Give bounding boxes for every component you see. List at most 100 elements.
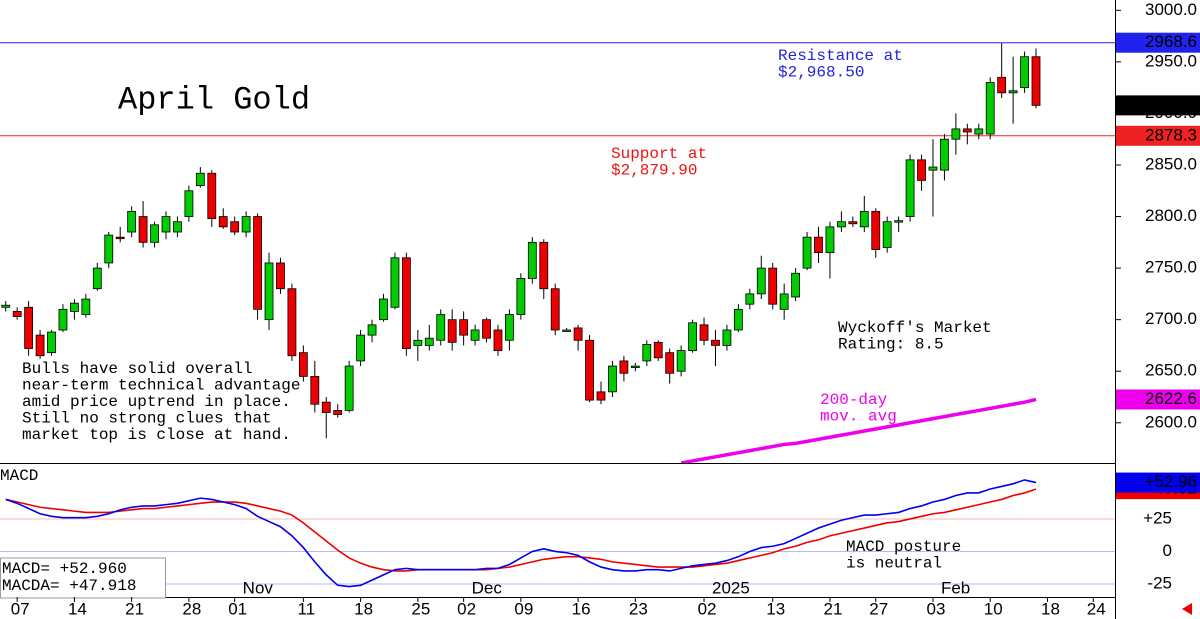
candle-body: [802, 236, 812, 269]
candle-body: [138, 216, 148, 243]
annotation: Still no strong clues that: [22, 410, 272, 428]
chart-title: April Gold: [118, 81, 310, 118]
x-tick-label: 10: [984, 599, 1003, 618]
candle-body: [447, 319, 457, 343]
candle-body: [436, 314, 446, 341]
x-tick-label: 01: [228, 599, 247, 618]
candle-body: [608, 365, 617, 393]
candle-body: [825, 226, 835, 254]
moving-average-label: 2622.6: [1145, 389, 1197, 408]
candle-body: [630, 365, 640, 368]
candle-body: [573, 327, 583, 341]
candle-body: [390, 257, 400, 308]
candle-body: [424, 337, 434, 346]
level-box: [1116, 125, 1200, 146]
level-label: 2968.6: [1145, 32, 1197, 51]
candle-body: [218, 216, 228, 228]
macd-tick-label: +25: [1143, 508, 1172, 527]
candle-body: [92, 267, 102, 290]
candle-body: [562, 329, 572, 332]
scroll-arrow[interactable]: [1182, 603, 1192, 615]
annotation: Rating: 8.5: [838, 336, 944, 354]
annotation: $2,879.90: [611, 162, 697, 180]
x-tick-label: 25: [411, 599, 430, 618]
macd-value-label: +52.96: [1145, 472, 1197, 491]
candle-body: [974, 128, 984, 135]
candle-body: [195, 172, 205, 187]
x-tick-label: 16: [572, 599, 591, 618]
annotation: MACD posture: [846, 538, 961, 556]
candle-body: [161, 216, 171, 233]
candle-body: [665, 352, 675, 374]
candle-body: [791, 272, 801, 298]
candle-body: [837, 221, 846, 228]
candle-body: [768, 267, 778, 305]
macd-title: MACD: [0, 467, 38, 485]
candle-body: [711, 339, 720, 346]
candle-body: [814, 236, 823, 254]
month-label: Nov: [243, 578, 274, 597]
candle-body: [940, 138, 949, 171]
x-tick-label: 18: [354, 599, 373, 618]
candle-body: [917, 159, 926, 181]
candle-body: [58, 308, 68, 331]
macd-tick-label: -25: [1147, 573, 1172, 592]
candle-body: [184, 190, 194, 217]
candle-body: [894, 220, 904, 223]
candle-body: [1, 304, 11, 308]
price-panel: [0, 42, 1115, 463]
moving-average: [680, 397, 1037, 463]
x-tick-label: 21: [125, 599, 144, 618]
x-tick-label: 23: [629, 599, 648, 618]
candle-body: [333, 410, 343, 415]
annotation: amid price uptrend in place.: [22, 393, 291, 411]
candle-body: [287, 288, 297, 357]
candle-body: [413, 339, 423, 346]
y-tick-label: 2800.0: [1145, 206, 1197, 225]
readout-box: [0, 557, 166, 599]
macd-readout: MACD= +52.960: [2, 560, 127, 578]
candle-body: [539, 241, 549, 290]
y-tick-label: 2950.0: [1145, 51, 1197, 70]
level-box: [1116, 32, 1200, 53]
overlay: April Gold Resistance at$2,968.50 Support…: [22, 47, 992, 573]
candle-body: [779, 293, 789, 310]
candle-body: [70, 302, 79, 312]
x-tick-label: 24: [1087, 599, 1106, 618]
x-tick-label: 28: [182, 599, 201, 618]
annotation: is neutral: [846, 555, 942, 573]
candle-body: [401, 257, 411, 349]
candle-body: [321, 401, 331, 413]
annotation: market top is close at hand.: [22, 426, 291, 444]
y-tick-label: 2600.0: [1145, 412, 1197, 431]
y-tick-label: 2650.0: [1145, 361, 1197, 380]
candle-body: [115, 236, 125, 240]
candle-body: [150, 224, 159, 243]
candle-body: [1020, 56, 1029, 89]
macd-line: [5, 479, 1037, 588]
candle-body: [516, 278, 526, 315]
candle-body: [253, 216, 262, 310]
candle-body: [459, 319, 469, 336]
candle-body: [127, 210, 137, 233]
candle-body: [859, 210, 869, 228]
candle-body: [12, 311, 22, 317]
candle-body: [344, 365, 354, 411]
candle-body: [550, 288, 560, 331]
candle-body: [367, 324, 377, 336]
candle-body: [379, 298, 388, 321]
annotation: $2,968.50: [778, 64, 864, 82]
macd-line: [5, 488, 1037, 572]
candle-body: [928, 166, 938, 171]
candle-body: [642, 344, 652, 362]
candle-body: [1008, 90, 1018, 94]
moving-average-box: [1116, 389, 1200, 410]
y-tick-label: 2700.0: [1145, 309, 1197, 328]
candle-body: [653, 341, 663, 359]
x-tick-label: 14: [68, 599, 87, 618]
candle-body: [24, 306, 34, 349]
annotation: Resistance at: [778, 47, 903, 65]
x-tick-label: 02: [698, 599, 717, 618]
candle-body: [733, 308, 743, 331]
